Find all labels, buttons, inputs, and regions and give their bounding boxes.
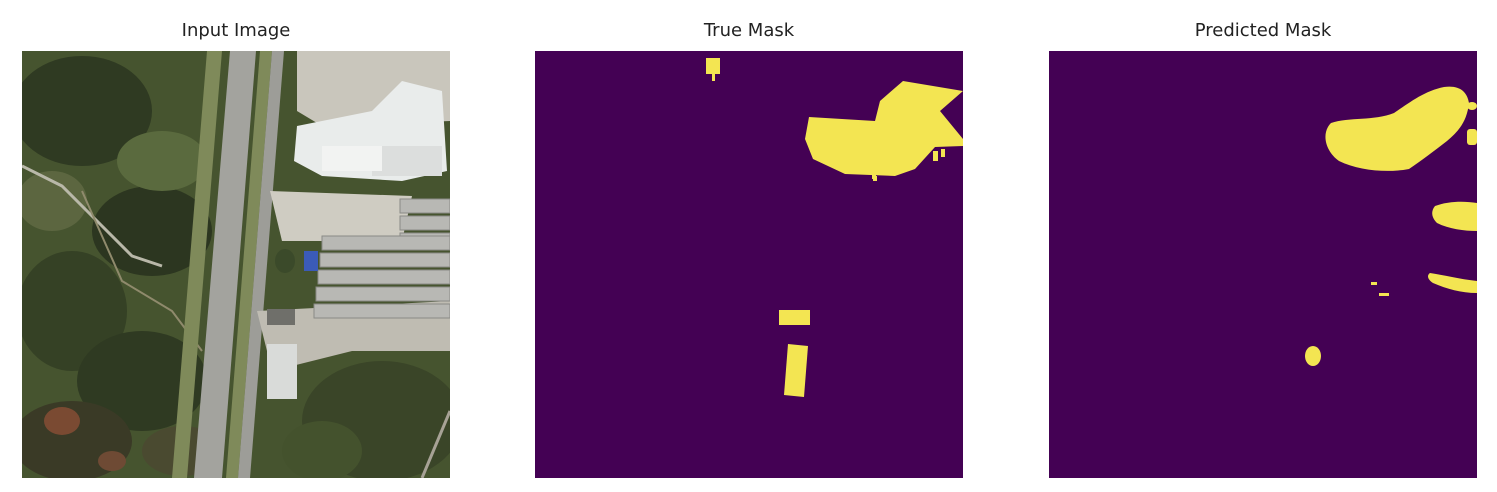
true-mask-image — [535, 51, 963, 478]
input-image-title: Input Image — [181, 20, 291, 41]
predicted-mask-image — [1049, 51, 1477, 478]
predicted-mask-title: Predicted Mask — [1194, 20, 1332, 41]
true-mask-regions — [706, 58, 963, 397]
true-mask-title: True Mask — [703, 20, 795, 41]
input-satellite-image — [22, 51, 450, 478]
predicted-mask-regions — [1305, 86, 1477, 366]
